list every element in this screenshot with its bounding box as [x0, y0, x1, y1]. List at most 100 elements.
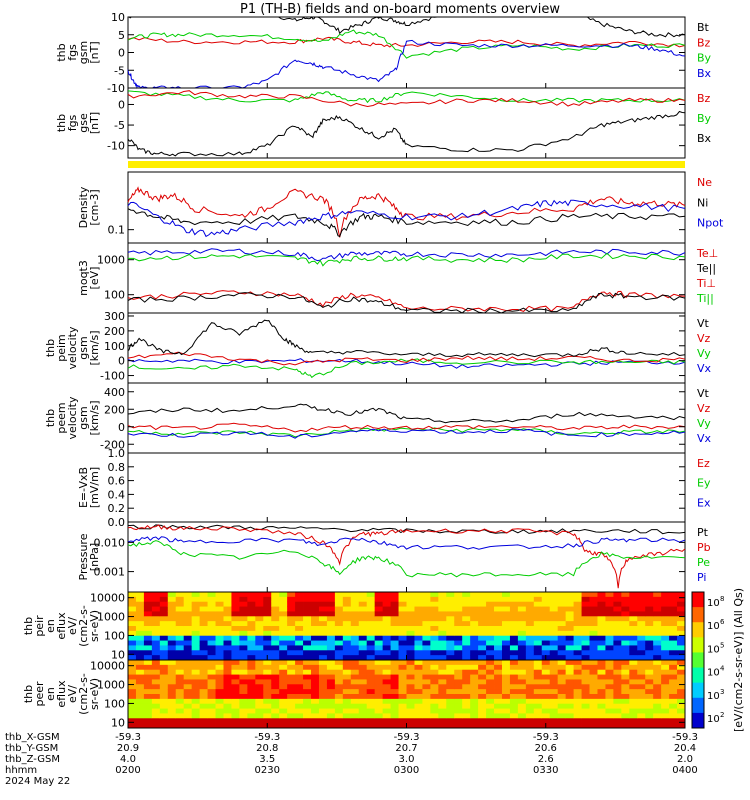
- legend-entry: Vy: [697, 347, 711, 360]
- colorbar-segment: [692, 652, 704, 669]
- x-axis-row-value: 2.6: [538, 754, 554, 765]
- legend-entry: Bt: [697, 21, 710, 34]
- legend-peem_velocity: Vt Vz Vy Vx: [697, 387, 712, 445]
- y-tick-label: 100: [104, 289, 125, 302]
- series-moments_temperature-Ti⊥: [127, 248, 686, 262]
- colorbar-segment: [692, 607, 704, 623]
- y-axis-label-line: [nPa]: [88, 543, 101, 571]
- svg-text:10: 10: [707, 644, 720, 655]
- y-tick-label: 10: [111, 716, 125, 729]
- legend-entry: By: [697, 112, 712, 125]
- legend-entry: Pe: [697, 556, 710, 569]
- flag-bar: [128, 161, 685, 168]
- x-axis-row-value: 20.4: [674, 743, 696, 754]
- y-tick-label: -200: [100, 438, 125, 451]
- colorbar-frame: [691, 591, 705, 729]
- x-axis-row-value: -59.3: [115, 732, 141, 743]
- colorbar-label: [eV/(cm2-s-sr-eV)] (All Qs): [732, 588, 745, 732]
- colorbar-segment: [692, 697, 704, 714]
- x-axis: thb_X-GSM -59.3 -59.3 -59.3 -59.3 -59.3 thb_Y-…: [5, 732, 698, 787]
- legend-entry: Te⊥: [696, 247, 718, 260]
- y-axis-label-line: en: [44, 619, 57, 633]
- series-fgs_gse-Bx: [127, 110, 686, 157]
- series-fgs_gsm-Bz: [127, 36, 686, 48]
- legend-entry: Bz: [697, 36, 711, 49]
- svg-text:10: 10: [707, 714, 720, 725]
- y-tick-label: 10000: [90, 592, 125, 605]
- y-axis-label-line: thb: [22, 617, 35, 635]
- legend-entry: Te||: [696, 262, 716, 275]
- y-axis-label-line: peir: [33, 615, 46, 637]
- colorbar: 10 210 310 410 510 610 8 [eV/(cm2-s-sr-eV)] (Al…: [691, 588, 745, 732]
- series-pressure-Pi: [127, 536, 686, 550]
- spectrogram: [128, 592, 686, 661]
- y-axis-label-line: sr-eV): [88, 610, 101, 642]
- x-axis-row-value: 0400: [672, 765, 697, 776]
- legend-entry: Ti⊥: [696, 277, 716, 290]
- svg-text:6: 6: [720, 618, 725, 626]
- y-axis-label-line: gsm: [77, 336, 90, 359]
- y-tick-label: 10: [111, 11, 125, 24]
- y-tick-label: 1000: [97, 679, 125, 692]
- y-axis-label-line: sr-eV): [88, 678, 101, 710]
- y-tick-label: 100: [104, 629, 125, 642]
- svg-text:2: 2: [720, 711, 724, 719]
- y-axis-label-line: velocity: [66, 326, 79, 369]
- y-tick-label: 400: [104, 386, 125, 399]
- x-axis-row-value: 20.9: [117, 743, 139, 754]
- y-tick-label: 10000: [90, 660, 125, 673]
- legend-entry: Vx: [697, 432, 712, 445]
- y-tick-label: 1.0: [108, 447, 126, 460]
- x-axis-row-value: -59.3: [672, 732, 698, 743]
- x-axis-row-value: 0230: [255, 765, 280, 776]
- svg-text:3: 3: [720, 688, 724, 696]
- y-tick-label: -5: [114, 119, 125, 132]
- legend-entry: Pi: [697, 571, 706, 584]
- legend-entry: Bz: [697, 92, 711, 105]
- legend-pressure: Pt Pb Pe Pi: [697, 526, 711, 584]
- colorbar-tick-label: 10 8: [707, 595, 724, 609]
- series-peim_velocity-Vy: [127, 358, 686, 379]
- colorbar-segment: [692, 592, 704, 608]
- legend-density: Ne Ni Npot: [697, 176, 724, 230]
- series-peim_velocity-Vz: [127, 351, 686, 366]
- series-peim_velocity-Vt: [127, 319, 686, 358]
- series-pressure-Pt: [127, 524, 686, 535]
- y-axis-label-line: thb: [44, 409, 57, 427]
- x-axis-row-value: 3.5: [259, 754, 275, 765]
- panel-peem_velocity: -2000200400thbpeemvelocitygsm[km/s]VtVzV…: [44, 382, 712, 454]
- y-tick-label: 0.0: [108, 516, 126, 529]
- panel-peir_en_eflux: 10100100010000thbpeirenefluxeV/(cm2-s-sr…: [22, 591, 686, 661]
- panel-efield: 0.00.20.40.60.81.0 E=-VxB[mV/m] Ez Ey Ex: [77, 447, 711, 529]
- series-peim_velocity-Vx: [127, 358, 686, 369]
- legend-entry: Bx: [697, 67, 712, 80]
- legend-entry: Ti||: [696, 292, 714, 305]
- svg-text:8: 8: [720, 595, 724, 603]
- y-axis-label-line: peer: [33, 681, 46, 707]
- y-axis-label: Density[cm-3]: [77, 186, 101, 228]
- y-axis-label-line: gsm: [77, 406, 90, 429]
- series-fgs_gsm-Bt: [128, 16, 686, 38]
- svg-text:10: 10: [707, 598, 720, 609]
- legend-peim_velocity: Vt Vz Vy Vx: [697, 317, 712, 375]
- colorbar-segment: [692, 712, 704, 729]
- series-peem_velocity-Vt: [127, 403, 686, 424]
- svg-text:10: 10: [707, 621, 720, 632]
- x-axis-row-value: -59.3: [533, 732, 559, 743]
- panel-frame: [127, 242, 686, 314]
- x-axis-row-label: thb_Z-GSM: [5, 754, 60, 765]
- y-tick-label: 0.6: [108, 475, 126, 488]
- panels: -10-50510thbfgsgsm[nT]BtBzByBx-10-50thbf…: [22, 11, 724, 729]
- legend-entry: Bx: [697, 132, 712, 145]
- y-axis-label-line: eV/: [66, 685, 79, 703]
- y-axis-label-line: [eV]: [88, 267, 101, 290]
- series-density-Ni: [127, 208, 686, 238]
- x-axis-row-label: thb_Y-GSM: [5, 743, 58, 754]
- series-density-Ne: [127, 186, 686, 238]
- colorbar-tick-label: 10 2: [707, 711, 724, 725]
